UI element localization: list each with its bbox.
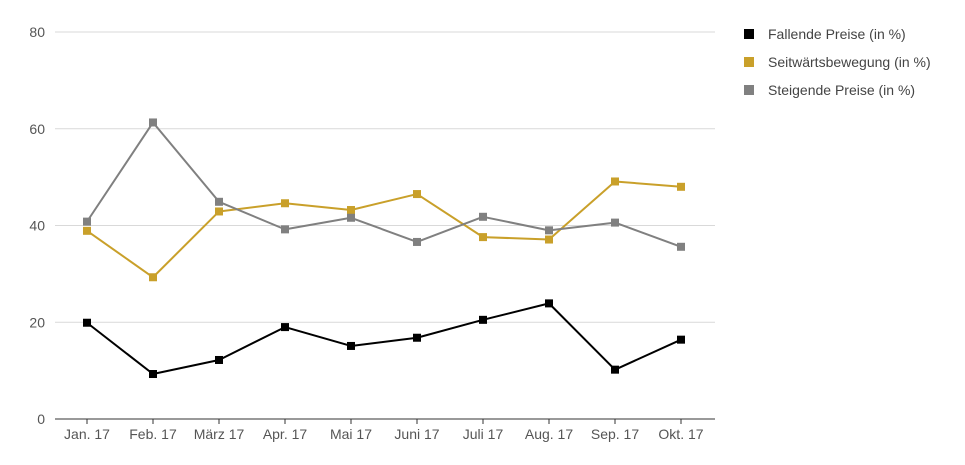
legend-item-steigende-preise[interactable]: Steigende Preise (in %) [744, 76, 931, 104]
data-point[interactable] [479, 315, 487, 324]
data-point[interactable] [413, 237, 421, 246]
data-point[interactable] [545, 226, 553, 235]
series-line-0 [86, 302, 682, 376]
series-0 [83, 299, 685, 379]
data-point[interactable] [545, 235, 553, 244]
gridlines [55, 31, 715, 420]
data-point[interactable] [149, 118, 157, 127]
data-point[interactable] [479, 212, 487, 221]
data-point[interactable] [479, 233, 487, 242]
y-tick-label: 40 [29, 218, 45, 234]
x-tick-label: Feb. 17 [129, 426, 177, 442]
data-point[interactable] [413, 333, 421, 342]
legend-label-fallende-preise: Fallende Preise (in %) [768, 26, 906, 42]
legend-swatch-fallende-preise [744, 29, 754, 39]
legend: Fallende Preise (in %) Seitwärtsbewegung… [744, 20, 931, 104]
data-point[interactable] [215, 355, 223, 364]
y-axis: 0 20 40 60 80 [29, 24, 45, 427]
data-point[interactable] [677, 182, 685, 191]
legend-item-seitwaertsbewegung[interactable]: Seitwärtsbewegung (in %) [744, 48, 931, 76]
series-line-1 [86, 180, 682, 279]
series-line-2 [86, 121, 682, 248]
x-tick-label: Juli 17 [463, 426, 504, 442]
legend-item-fallende-preise[interactable]: Fallende Preise (in %) [744, 20, 931, 48]
data-point[interactable] [347, 213, 355, 222]
data-point[interactable] [281, 225, 289, 234]
x-tick-label: Jan. 17 [64, 426, 110, 442]
legend-swatch-steigende-preise [744, 85, 754, 95]
data-point[interactable] [83, 318, 91, 327]
y-tick-label: 80 [29, 24, 45, 40]
x-tick-label: Okt. 17 [658, 426, 703, 442]
data-point[interactable] [281, 323, 289, 332]
series-1 [83, 177, 685, 282]
x-tick-label: Aug. 17 [525, 426, 573, 442]
data-point[interactable] [545, 299, 553, 308]
data-point[interactable] [83, 226, 91, 235]
data-point[interactable] [413, 190, 421, 199]
y-tick-label: 20 [29, 314, 45, 330]
data-point[interactable] [347, 206, 355, 215]
data-point[interactable] [149, 273, 157, 282]
series-group [83, 118, 685, 379]
x-tick-label: Sep. 17 [591, 426, 639, 442]
legend-swatch-seitwaertsbewegung [744, 57, 754, 67]
data-point[interactable] [83, 217, 91, 226]
x-tick-label: März 17 [194, 426, 245, 442]
data-point[interactable] [611, 218, 619, 227]
series-2 [83, 118, 685, 251]
y-tick-label: 60 [29, 121, 45, 137]
data-point[interactable] [611, 177, 619, 186]
x-axis: Jan. 17 Feb. 17 März 17 Apr. 17 Mai 17 Juni 1… [64, 419, 704, 442]
data-point[interactable] [611, 365, 619, 374]
data-point[interactable] [347, 341, 355, 350]
data-point[interactable] [281, 199, 289, 208]
data-point[interactable] [677, 335, 685, 344]
data-point[interactable] [149, 370, 157, 379]
data-point[interactable] [677, 242, 685, 251]
legend-label-seitwaertsbewegung: Seitwärtsbewegung (in %) [768, 54, 931, 70]
data-point[interactable] [215, 197, 223, 206]
y-tick-label: 0 [37, 411, 45, 427]
data-point[interactable] [215, 207, 223, 216]
legend-label-steigende-preise: Steigende Preise (in %) [768, 82, 916, 98]
x-tick-label: Juni 17 [394, 426, 439, 442]
x-tick-label: Mai 17 [330, 426, 372, 442]
x-tick-label: Apr. 17 [263, 426, 308, 442]
